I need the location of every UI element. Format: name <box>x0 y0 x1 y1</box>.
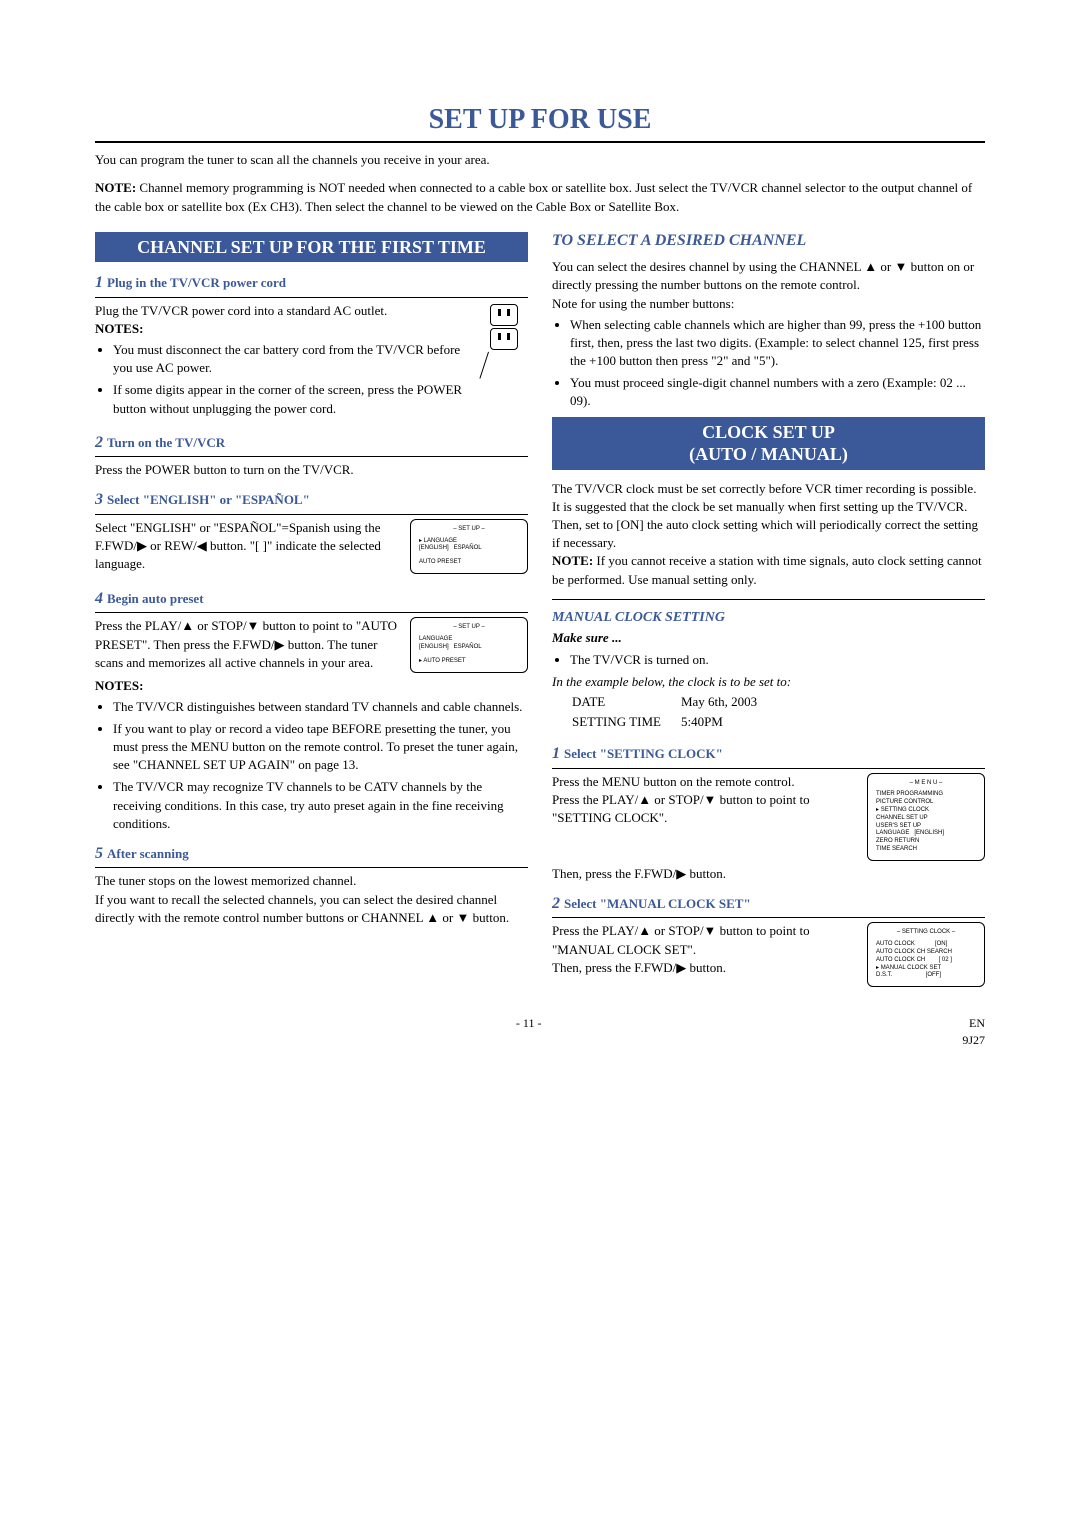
clock-step1-body3: Then, press the F.FWD/▶ button. <box>552 865 985 883</box>
step1-num: 1 <box>95 274 103 291</box>
example-line: In the example below, the clock is to be… <box>552 673 985 691</box>
step2-header: 2 Turn on the TV/VCR <box>95 432 528 457</box>
clock-intro-p1: The TV/VCR clock must be set correctly b… <box>552 480 985 553</box>
clock-intro-note: NOTE: If you cannot receive a station wi… <box>552 552 985 588</box>
osd-menu-screen: – M E N U – TIMER PROGRAMMINGPICTURE CON… <box>867 773 985 861</box>
step1-title: Plug in the TV/VCR power cord <box>107 275 286 290</box>
step4-bullets: The TV/VCR distinguishes between standar… <box>95 698 528 833</box>
list-item: You must disconnect the car battery cord… <box>113 341 528 377</box>
list-item: When selecting cable channels which are … <box>570 316 985 371</box>
list-item: The TV/VCR is turned on. <box>570 651 985 669</box>
table-row: SETTING TIME 5:40PM <box>572 713 775 731</box>
clock-step1-num: 1 <box>552 745 560 762</box>
step2-title: Turn on the TV/VCR <box>107 435 225 450</box>
clock-step1-title: Select "SETTING CLOCK" <box>564 746 723 761</box>
power-plug-icon <box>480 302 528 392</box>
intro-paragraph: You can program the tuner to scan all th… <box>95 151 985 169</box>
osd-setting-clock-screen: – SETTING CLOCK – AUTO CLOCK [ON]AUTO CL… <box>867 922 985 987</box>
step4-header: 4 Begin auto preset <box>95 588 528 613</box>
osd-line: CHANNEL SET UP <box>876 815 976 823</box>
page-number: - 11 - <box>95 1015 962 1049</box>
time-value: 5:40PM <box>681 713 775 731</box>
footer-en: EN <box>969 1016 985 1030</box>
osd-line: [ENGLISH] ESPAÑOL <box>419 644 519 652</box>
list-item: If you want to play or record a video ta… <box>113 720 528 775</box>
select-channel-heading: TO SELECT A DESIRED CHANNEL <box>552 230 985 252</box>
step3-title: Select "ENGLISH" or "ESPAÑOL" <box>107 492 310 507</box>
step5-body1: The tuner stops on the lowest memorized … <box>95 872 528 890</box>
list-item: You must proceed single-digit channel nu… <box>570 374 985 410</box>
select-channel-bullets: When selecting cable channels which are … <box>552 316 985 411</box>
osd-line: [ENGLISH] ESPAÑOL <box>419 545 519 553</box>
clock-step1-header: 1 Select "SETTING CLOCK" <box>552 743 985 768</box>
step1-bullets: You must disconnect the car battery cord… <box>95 341 528 418</box>
select-channel-p2: Note for using the number buttons: <box>552 295 985 313</box>
step1-notes-label: NOTES: <box>95 320 528 338</box>
footer-code: 9J27 <box>962 1033 985 1047</box>
step5-body2: If you want to recall the selected chann… <box>95 891 528 927</box>
osd-line: LANGUAGE [ENGLISH] <box>876 830 976 838</box>
osd-line: AUTO CLOCK CH SEARCH <box>876 949 976 957</box>
osd-line: ZERO RETURN <box>876 838 976 846</box>
page-footer: - 11 - EN 9J27 <box>95 1015 985 1049</box>
step2-num: 2 <box>95 434 103 451</box>
clock-step2-title: Select "MANUAL CLOCK SET" <box>564 896 751 911</box>
intro-note: NOTE: Channel memory programming is NOT … <box>95 179 985 215</box>
step1-header: 1 Plug in the TV/VCR power cord <box>95 272 528 297</box>
osd-line: PICTURE CONTROL <box>876 799 976 807</box>
manual-clock-heading: MANUAL CLOCK SETTING <box>552 608 985 628</box>
osd-line: AUTO PRESET <box>419 559 519 567</box>
list-item: The TV/VCR may recognize TV channels to … <box>113 778 528 833</box>
channel-setup-banner: CHANNEL SET UP FOR THE FIRST TIME <box>95 232 528 263</box>
osd-line: D.S.T. [OFF] <box>876 972 976 980</box>
list-item: The TV/VCR distinguishes between standar… <box>113 698 528 716</box>
osd-title: – SETTING CLOCK – <box>876 929 976 937</box>
clock-step2-num: 2 <box>552 895 560 912</box>
note-label: NOTE: <box>552 553 593 568</box>
note-text: If you cannot receive a station with tim… <box>552 553 982 586</box>
date-label: DATE <box>572 693 679 711</box>
osd-title: – SET UP – <box>419 624 519 632</box>
osd-line: TIMER PROGRAMMING <box>876 791 976 799</box>
osd-setup-screen-1: – SET UP – LANGUAGE [ENGLISH] ESPAÑOL AU… <box>410 519 528 574</box>
osd-line: AUTO PRESET <box>419 658 519 666</box>
osd-line: USER'S SET UP <box>876 823 976 831</box>
time-label: SETTING TIME <box>572 713 679 731</box>
example-table: DATE May 6th, 2003 SETTING TIME 5:40PM <box>570 691 777 733</box>
table-row: DATE May 6th, 2003 <box>572 693 775 711</box>
step1-body: Plug the TV/VCR power cord into a standa… <box>95 302 528 320</box>
note-label: NOTE: <box>95 180 136 195</box>
step5-header: 5 After scanning <box>95 843 528 868</box>
list-item: If some digits appear in the corner of t… <box>113 381 528 417</box>
step3-header: 3 Select "ENGLISH" or "ESPAÑOL" <box>95 489 528 514</box>
clock-setup-banner: CLOCK SET UP (AUTO / MANUAL) <box>552 417 985 470</box>
step5-title: After scanning <box>107 846 189 861</box>
osd-title: – M E N U – <box>876 780 976 788</box>
step4-notes-label: NOTES: <box>95 677 528 695</box>
osd-line: TIME SEARCH <box>876 846 976 854</box>
left-column: CHANNEL SET UP FOR THE FIRST TIME 1 Plug … <box>95 226 528 991</box>
select-channel-p1: You can select the desires channel by us… <box>552 258 985 294</box>
date-value: May 6th, 2003 <box>681 693 775 711</box>
make-sure-label: Make sure ... <box>552 629 985 647</box>
step4-title: Begin auto preset <box>107 591 204 606</box>
step4-num: 4 <box>95 590 103 607</box>
step2-body: Press the POWER button to turn on the TV… <box>95 461 528 479</box>
osd-line: SETTING CLOCK <box>876 807 976 815</box>
clock-step2-header: 2 Select "MANUAL CLOCK SET" <box>552 893 985 918</box>
osd-line: AUTO CLOCK CH [ 02 ] <box>876 957 976 965</box>
step3-num: 3 <box>95 491 103 508</box>
page-title: SET UP FOR USE <box>95 100 985 143</box>
osd-line: MANUAL CLOCK SET <box>876 965 976 973</box>
osd-setup-screen-2: – SET UP – LANGUAGE [ENGLISH] ESPAÑOL AU… <box>410 617 528 672</box>
osd-line: AUTO CLOCK [ON] <box>876 941 976 949</box>
make-sure-bullets: The TV/VCR is turned on. <box>552 651 985 669</box>
right-column: TO SELECT A DESIRED CHANNEL You can sele… <box>552 226 985 991</box>
step5-num: 5 <box>95 845 103 862</box>
note-text: Channel memory programming is NOT needed… <box>95 180 972 213</box>
osd-title: – SET UP – <box>419 526 519 534</box>
osd-line: LANGUAGE <box>419 636 519 644</box>
